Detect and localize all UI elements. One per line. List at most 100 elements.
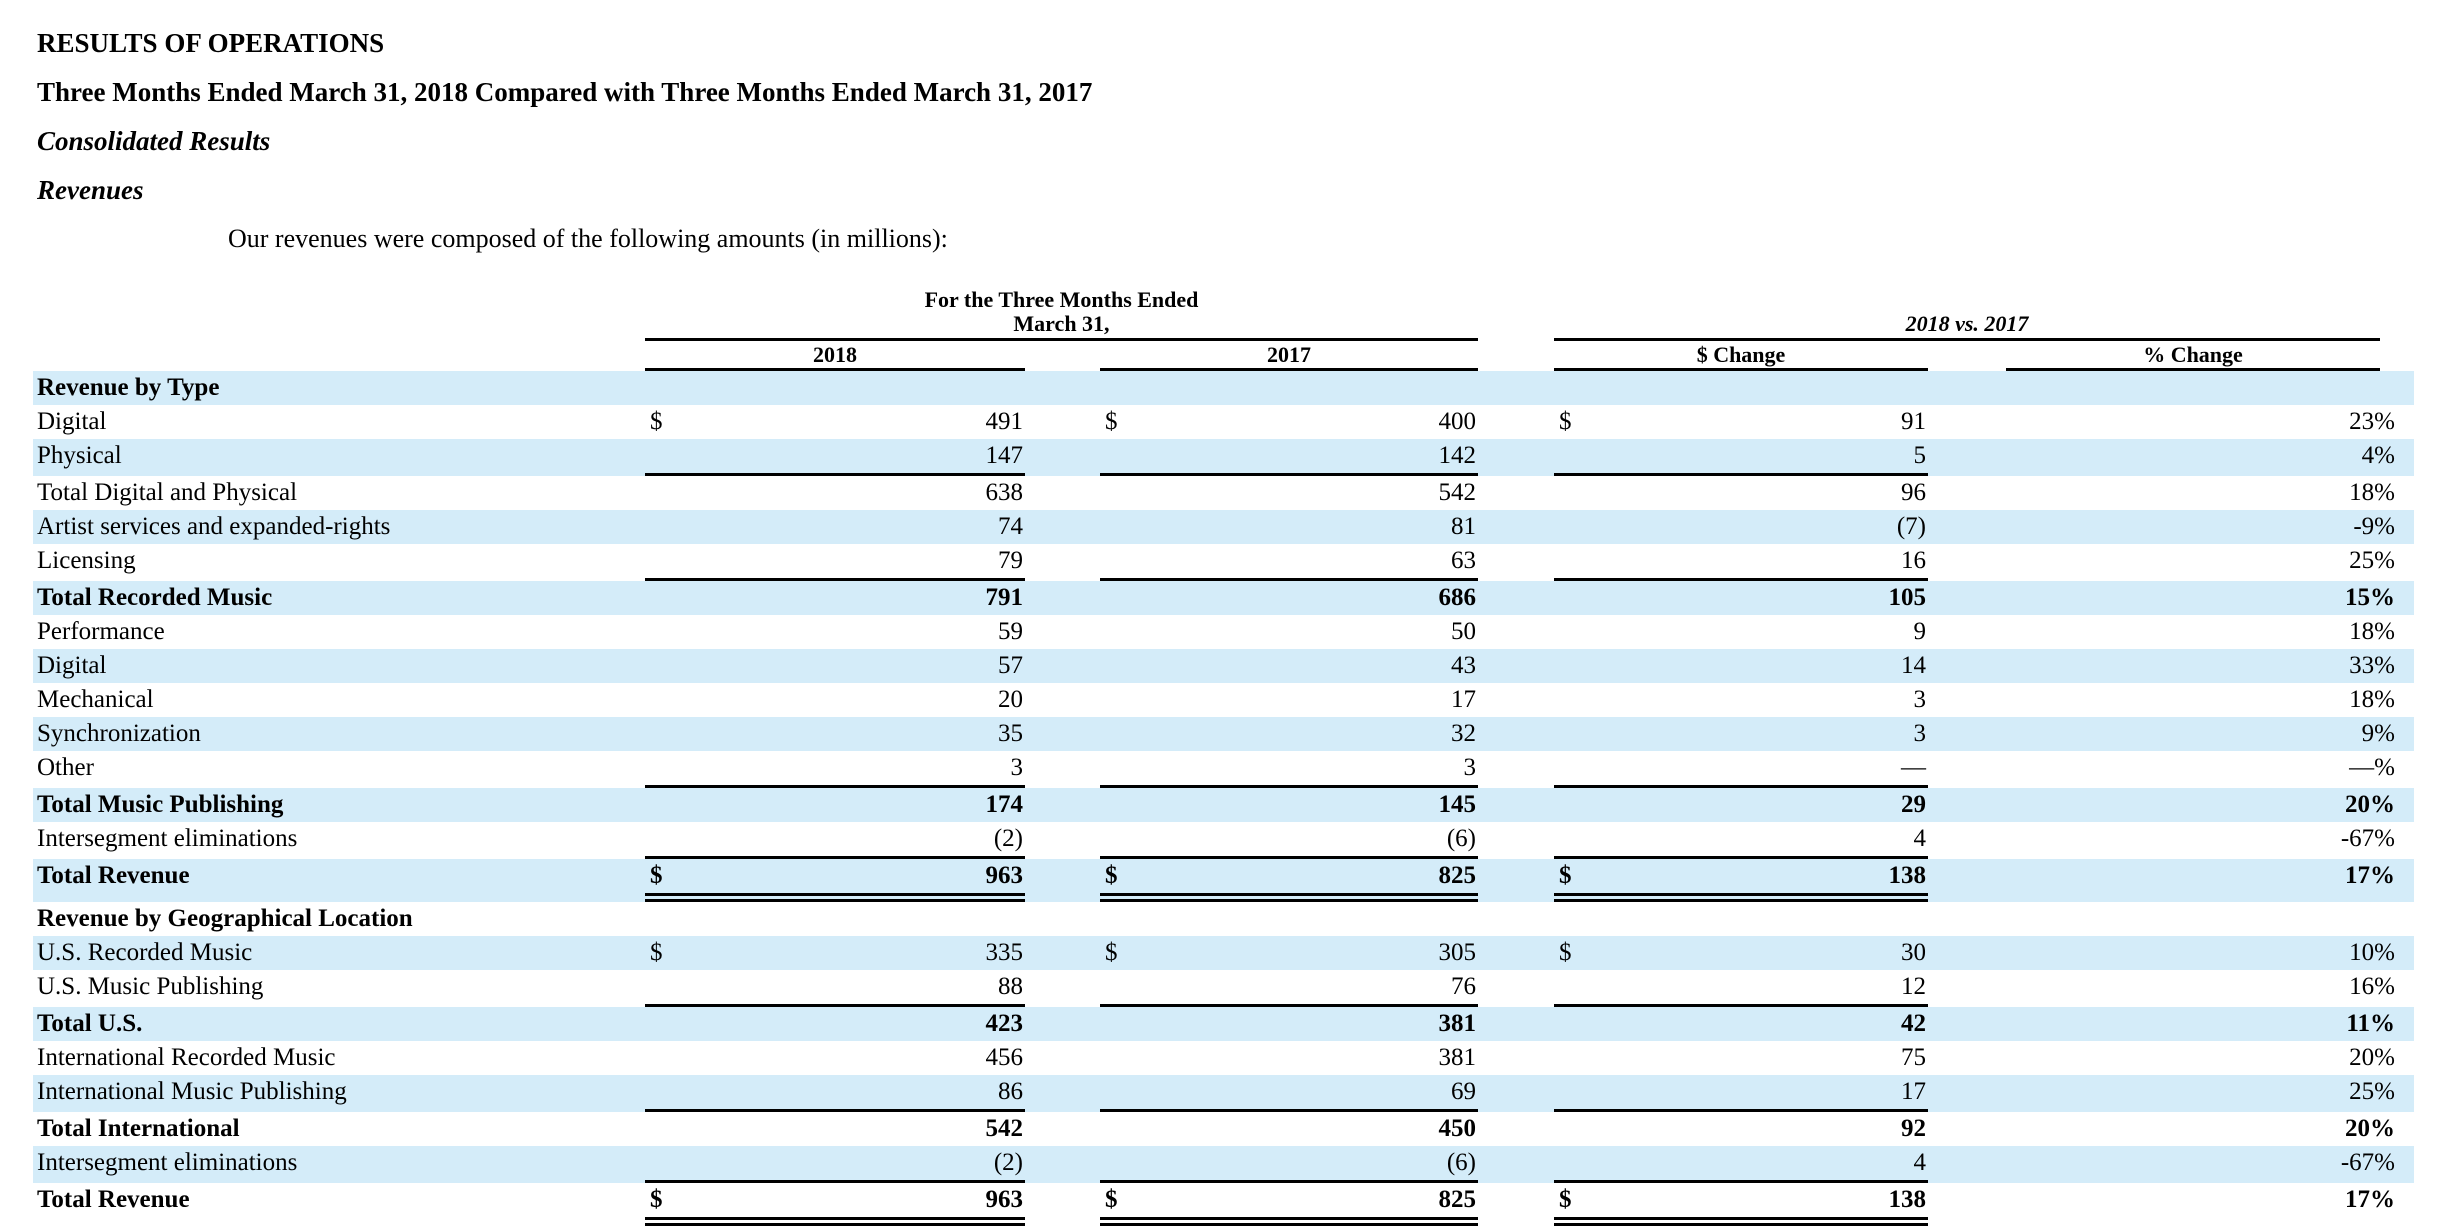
cell-2018: 79 (645, 544, 1025, 581)
column-gap (1928, 1007, 2006, 1041)
column-gap (1478, 649, 1554, 683)
table-row: Intersegment eliminations (2) (6) 4 -67% (33, 822, 2414, 859)
cell-2018: $963 (645, 859, 1025, 902)
value-2018: 86 (998, 1078, 1023, 1105)
currency-change (1554, 371, 1559, 405)
currency-change: $ (1559, 862, 1572, 889)
column-gap (1478, 936, 1554, 970)
column-gap (1025, 859, 1100, 902)
cell-2018: 791 (645, 581, 1025, 615)
cell-2017: 686 (1100, 581, 1478, 615)
cell-2017: 3 (1100, 751, 1478, 788)
column-gap (1928, 1041, 2006, 1075)
column-gap (1928, 717, 2006, 751)
value-dollar-change: 17 (1901, 1078, 1926, 1105)
cell-dollar-change: 12 (1554, 970, 1928, 1007)
cell-dollar-change: $138 (1554, 859, 1928, 902)
row-tail (2405, 822, 2414, 859)
currency-change (1554, 649, 1559, 683)
cell-2018: 456 (645, 1041, 1025, 1075)
column-gap (1928, 439, 2006, 476)
value-2018: 88 (998, 973, 1023, 1000)
row-tail (2405, 439, 2414, 476)
cell-2017: 69 (1100, 1075, 1478, 1112)
column-gap (1025, 717, 1100, 751)
value-2018: 20 (998, 686, 1023, 713)
cell-dollar-change: 5 (1554, 439, 1928, 476)
value-2018: 147 (985, 442, 1024, 469)
column-gap (1928, 683, 2006, 717)
value-dollar-change: 96 (1901, 479, 1926, 506)
row-label: International Music Publishing (37, 1078, 347, 1105)
value-percent-change: 15% (2345, 584, 2395, 611)
table-row: International Recorded Music 456 381 75 … (33, 1041, 2414, 1075)
table-row: U.S. Music Publishing 88 76 12 16% (33, 970, 2414, 1007)
currency-2017 (1100, 615, 1105, 649)
value-2018: 335 (985, 939, 1024, 966)
row-label: Total International (37, 1115, 240, 1142)
row-tail (2405, 510, 2414, 544)
column-gap (1478, 371, 1554, 405)
column-gap (1025, 936, 1100, 970)
currency-2017 (1100, 1075, 1105, 1109)
value-2017: 50 (1451, 618, 1476, 645)
value-dollar-change: 3 (1913, 720, 1927, 747)
row-label: International Recorded Music (37, 1044, 336, 1071)
column-gap (1928, 544, 2006, 581)
value-percent-change: 23% (2349, 408, 2395, 435)
column-header-dollar-change: $ Change (1554, 341, 1928, 371)
row-label: U.S. Music Publishing (37, 973, 264, 1000)
cell-dollar-change: 14 (1554, 649, 1928, 683)
row-tail (2405, 859, 2414, 902)
column-gap (1478, 1183, 1554, 1226)
cell-2017: $825 (1100, 1183, 1478, 1226)
row-label: Mechanical (37, 686, 154, 713)
cell-2018: 57 (645, 649, 1025, 683)
row-label: Total Digital and Physical (37, 479, 298, 506)
row-tail (2405, 649, 2414, 683)
currency-change (1554, 581, 1559, 615)
cell-2017: 542 (1100, 476, 1478, 510)
column-gap (1478, 1146, 1554, 1183)
row-tail (2405, 371, 2414, 405)
value-percent-change: 17% (2345, 862, 2395, 889)
cell-dollar-change: 9 (1554, 615, 1928, 649)
column-gap (1928, 751, 2006, 788)
cell-2017: 450 (1100, 1112, 1478, 1146)
value-2018: 59 (998, 618, 1023, 645)
table-row: Digital $491 $400 $91 23% (33, 405, 2414, 439)
column-gap (1928, 1183, 2006, 1226)
currency-2018 (645, 649, 650, 683)
table-header-spanner-row: For the Three Months Ended March 31, 201… (33, 288, 2414, 341)
column-gap (1478, 544, 1554, 581)
currency-change (1554, 1007, 1559, 1041)
value-percent-change: 11% (2346, 1010, 2395, 1037)
cell-dollar-change: $91 (1554, 405, 1928, 439)
row-tail (2405, 615, 2414, 649)
table-row: Other 3 3 — —% (33, 751, 2414, 788)
currency-2018 (645, 1112, 650, 1146)
row-label: Total Recorded Music (37, 584, 273, 611)
currency-2017: $ (1105, 408, 1118, 435)
column-gap (1478, 788, 1554, 822)
column-gap (1478, 1007, 1554, 1041)
column-gap (1478, 615, 1554, 649)
value-percent-change: 20% (2345, 1115, 2395, 1142)
column-gap (1025, 439, 1100, 476)
cell-2018 (645, 902, 1025, 936)
currency-2018 (645, 1041, 650, 1075)
row-tail (2405, 751, 2414, 788)
value-dollar-change: 9 (1913, 618, 1927, 645)
value-dollar-change: 4 (1913, 1149, 1927, 1176)
currency-2018 (645, 476, 650, 510)
table-row: Performance 59 50 9 18% (33, 615, 2414, 649)
table-row: Revenue by Type (33, 371, 2414, 405)
row-tail (2405, 1041, 2414, 1075)
cell-dollar-change (1554, 902, 1928, 936)
currency-2018 (645, 788, 650, 822)
row-tail (2405, 405, 2414, 439)
value-2017: 542 (1438, 479, 1477, 506)
value-dollar-change: 5 (1913, 442, 1927, 469)
column-gap (1928, 902, 2006, 936)
value-percent-change: 4% (2361, 442, 2395, 469)
